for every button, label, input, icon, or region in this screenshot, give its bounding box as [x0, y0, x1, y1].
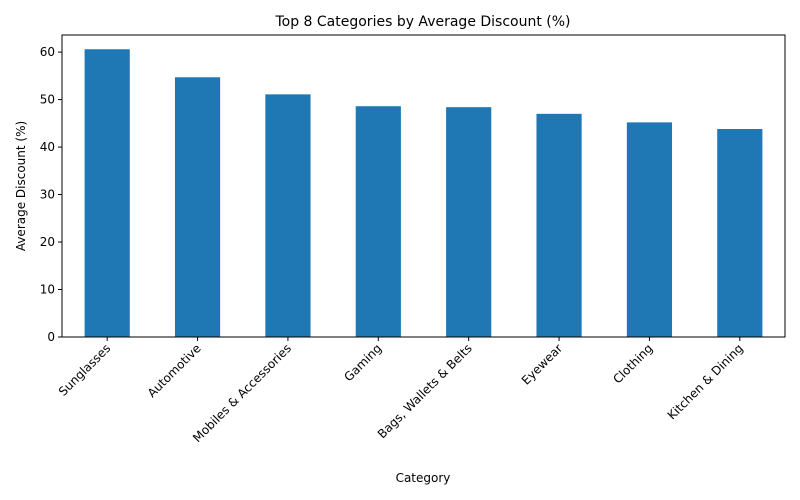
y-tick-label-1: 10: [40, 283, 55, 297]
x-tick-label-5: Eyewear: [519, 341, 565, 387]
x-tick-label-7: Kitchen & Dining: [665, 341, 746, 422]
y-tick-label-3: 30: [40, 188, 55, 202]
x-tick-label-4: Bags, Wallets & Belts: [375, 341, 475, 441]
x-tick-label-3: Gaming: [341, 341, 384, 384]
bar-7: [717, 129, 763, 337]
y-tick-label-4: 40: [40, 140, 55, 154]
bars-group: [84, 49, 763, 338]
x-axis-label: Category: [396, 471, 451, 485]
y-axis-label: Average Discount (%): [14, 121, 28, 251]
bar-0: [84, 49, 130, 338]
y-tick-label-2: 20: [40, 235, 55, 249]
y-tick-label-5: 50: [40, 93, 55, 107]
bar-6: [626, 122, 673, 338]
y-axis: 0 10 20 30 40 50 60: [40, 45, 62, 344]
bar-3: [355, 106, 401, 338]
x-tick-label-1: Automotive: [145, 341, 204, 400]
bar-2: [265, 94, 311, 337]
plot-frame: [61, 34, 786, 338]
x-tick-label-6: Clothing: [610, 341, 655, 386]
bar-5: [536, 113, 582, 337]
y-tick-label-6: 60: [40, 45, 55, 59]
bar-1: [174, 77, 221, 337]
bar-4: [446, 107, 492, 337]
x-tick-label-0: Sunglasses: [56, 341, 113, 398]
chart-title: Top 8 Categories by Average Discount (%): [274, 14, 570, 30]
y-tick-label-0: 0: [47, 330, 55, 344]
x-tick-label-2: Mobiles & Accessories: [190, 341, 294, 445]
